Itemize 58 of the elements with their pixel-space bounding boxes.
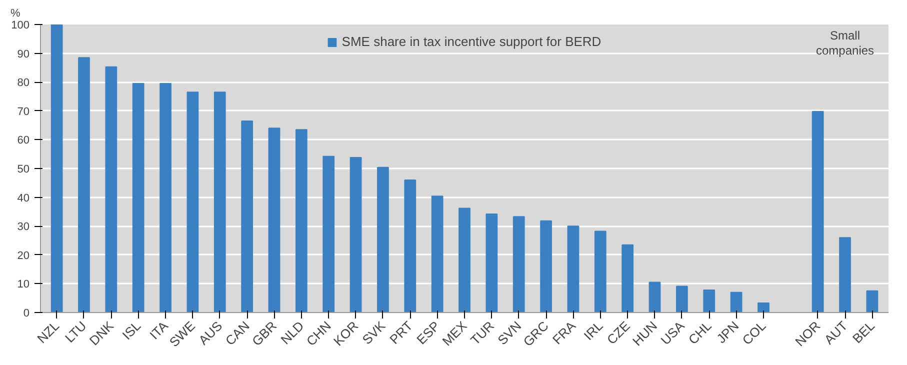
- bar: [540, 220, 552, 312]
- bar: [648, 282, 661, 312]
- y-axis-title: %: [10, 8, 20, 20]
- y-tick-label: 100: [11, 20, 30, 32]
- bar: [186, 92, 199, 312]
- x-tick-label: JPN: [714, 318, 742, 346]
- x-tick-label: FRA: [550, 318, 579, 348]
- bar: [594, 230, 606, 312]
- y-tick-label: 40: [17, 192, 30, 204]
- bar: [105, 66, 118, 312]
- y-tick-label: 0: [23, 308, 30, 320]
- y-tick-label: 60: [17, 134, 30, 147]
- bar: [350, 157, 362, 312]
- bar: [758, 302, 770, 312]
- bar: [50, 24, 63, 312]
- bar: [567, 226, 580, 312]
- bar: [214, 92, 226, 312]
- legend-label: SME share in tax incentive support for BERD: [342, 34, 602, 49]
- x-tick-label: COL: [739, 318, 769, 348]
- bar: [622, 244, 634, 312]
- bar: [404, 180, 416, 312]
- bar: [730, 292, 742, 312]
- bar: [512, 216, 525, 312]
- bar: [78, 57, 90, 312]
- x-tick-label: LTU: [62, 318, 90, 346]
- x-tick-label: CZE: [604, 318, 634, 348]
- bar: [486, 214, 498, 312]
- y-tick-label: 20: [17, 250, 30, 262]
- bar: [160, 83, 172, 312]
- x-tick-label: TUR: [467, 318, 497, 348]
- x-tick-label: ITA: [146, 318, 172, 342]
- x-tick-label: BEL: [850, 318, 878, 346]
- y-tick-label: 80: [17, 77, 30, 90]
- x-tick-label: NZL: [34, 318, 62, 346]
- bar: [241, 120, 253, 312]
- x-tick-label: CHL: [685, 318, 714, 348]
- x-tick-label: ISL: [119, 318, 144, 343]
- x-tick-label: USA: [658, 318, 688, 348]
- bar: [458, 208, 470, 312]
- y-tick-label: 30: [17, 221, 30, 234]
- bar: [676, 286, 688, 312]
- y-tick-label: 90: [17, 48, 30, 60]
- annotation: Small companies: [816, 28, 874, 58]
- y-tick-label: 50: [17, 164, 30, 176]
- bar: [295, 129, 308, 312]
- bar: [866, 290, 878, 312]
- bar: [839, 237, 851, 312]
- bar: [322, 156, 335, 312]
- x-tick-label: IRL: [580, 318, 606, 344]
- y-tick-label: 70: [17, 106, 30, 118]
- bar: [431, 196, 444, 312]
- bar: [703, 290, 716, 312]
- bar: [132, 83, 144, 312]
- y-tick-label: 10: [17, 278, 30, 291]
- bar: [377, 166, 389, 312]
- x-tick-label: NLD: [278, 318, 307, 348]
- bar: [812, 110, 824, 312]
- bar: [268, 128, 280, 312]
